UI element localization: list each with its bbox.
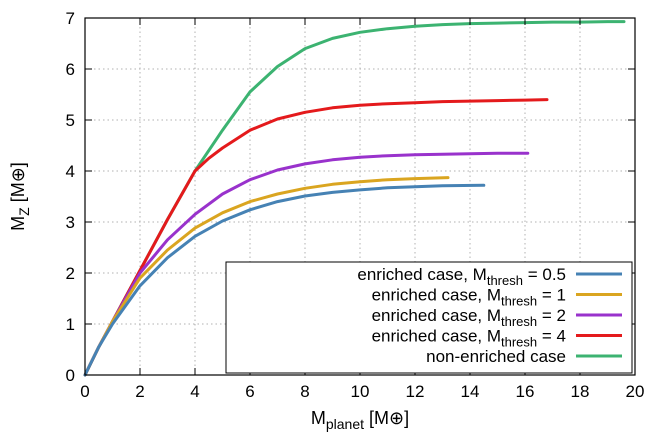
x-axis-label: Mplanet [M⊕] bbox=[311, 408, 409, 432]
x-tick-label: 6 bbox=[245, 382, 254, 401]
y-tick-label: 3 bbox=[66, 213, 75, 232]
series-line bbox=[83, 98, 549, 377]
x-tick-label: 20 bbox=[626, 382, 645, 401]
legend-box bbox=[225, 261, 633, 374]
y-tick-label: 5 bbox=[66, 111, 75, 130]
series-layer bbox=[83, 20, 626, 377]
y-axis-label: MZ [M⊕] bbox=[8, 162, 32, 231]
y-tick-label: 7 bbox=[66, 9, 75, 28]
x-tick-label: 10 bbox=[351, 382, 370, 401]
legend-label: enriched case, Mthresh = 0.5 bbox=[357, 265, 566, 288]
legend-label: non-enriched case bbox=[426, 347, 566, 366]
x-tick-label: 0 bbox=[80, 382, 89, 401]
y-tick-label: 2 bbox=[66, 264, 75, 283]
x-tick-label: 12 bbox=[406, 382, 425, 401]
x-tick-label: 14 bbox=[461, 382, 480, 401]
series-line bbox=[83, 176, 450, 377]
x-tick-label: 8 bbox=[300, 382, 309, 401]
x-tick-label: 2 bbox=[135, 382, 144, 401]
y-tick-label: 4 bbox=[66, 162, 75, 181]
y-tick-label: 0 bbox=[66, 366, 75, 385]
y-tick-label: 6 bbox=[66, 60, 75, 79]
series-line bbox=[83, 151, 530, 377]
x-tick-label: 18 bbox=[571, 382, 590, 401]
y-tick-label: 1 bbox=[66, 315, 75, 334]
x-tick-label: 16 bbox=[516, 382, 535, 401]
x-tick-label: 4 bbox=[190, 382, 199, 401]
series-line bbox=[83, 183, 486, 377]
legend-label: enriched case, Mthresh = 4 bbox=[372, 327, 566, 350]
legend-label: enriched case, Mthresh = 2 bbox=[372, 306, 566, 329]
legend-label: enriched case, Mthresh = 1 bbox=[372, 286, 566, 309]
